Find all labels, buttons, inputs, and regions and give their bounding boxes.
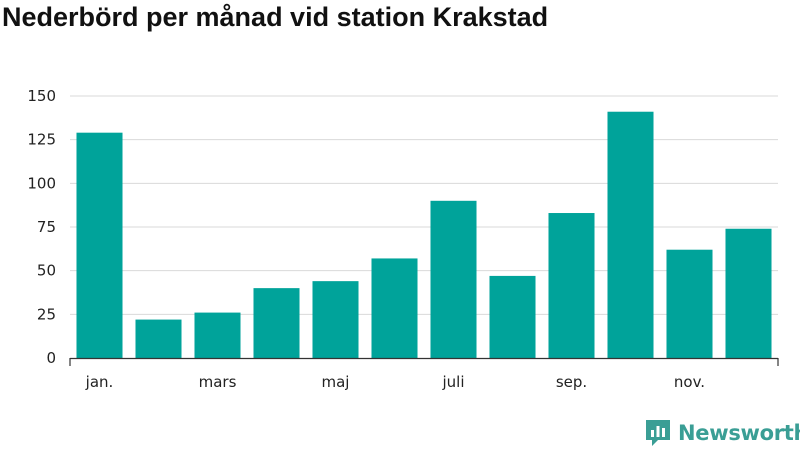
bar	[253, 288, 300, 358]
bar	[135, 319, 182, 358]
x-tick-label: sep.	[556, 373, 587, 391]
y-tick-label: 125	[27, 131, 56, 149]
bar	[666, 249, 713, 358]
bar	[312, 281, 359, 358]
bar	[548, 213, 595, 358]
x-axis: jan. mars maj juli sep. nov.	[69, 357, 779, 391]
bar-chart-bubble-icon	[646, 420, 670, 446]
y-tick-label: 50	[37, 262, 56, 280]
bar	[76, 132, 123, 358]
bar	[725, 228, 772, 358]
bar	[371, 258, 418, 358]
x-tick-label: maj	[322, 373, 350, 391]
gridlines	[70, 95, 778, 315]
bars	[76, 111, 772, 358]
x-tick-label: nov.	[674, 373, 705, 391]
y-tick-label: 100	[27, 174, 56, 192]
x-tick-label: juli	[441, 373, 464, 391]
y-tick-label: 25	[37, 305, 56, 323]
y-tick-label: 150	[27, 87, 56, 105]
bar	[489, 275, 536, 358]
y-axis-ticks: 0 25 50 75 100 125 150	[27, 87, 56, 367]
x-tick-label: mars	[199, 373, 237, 391]
y-tick-label: 75	[37, 218, 56, 236]
brand-name: Newsworthy	[678, 421, 800, 445]
bar	[194, 312, 241, 358]
bar	[430, 200, 477, 358]
newsworthy-logo: Newsworthy	[644, 418, 800, 448]
chart-title: Nederbörd per månad vid station Krakstad	[2, 2, 549, 32]
bar	[607, 111, 654, 358]
x-tick-label: jan.	[85, 373, 114, 391]
y-tick-label: 0	[46, 349, 56, 367]
